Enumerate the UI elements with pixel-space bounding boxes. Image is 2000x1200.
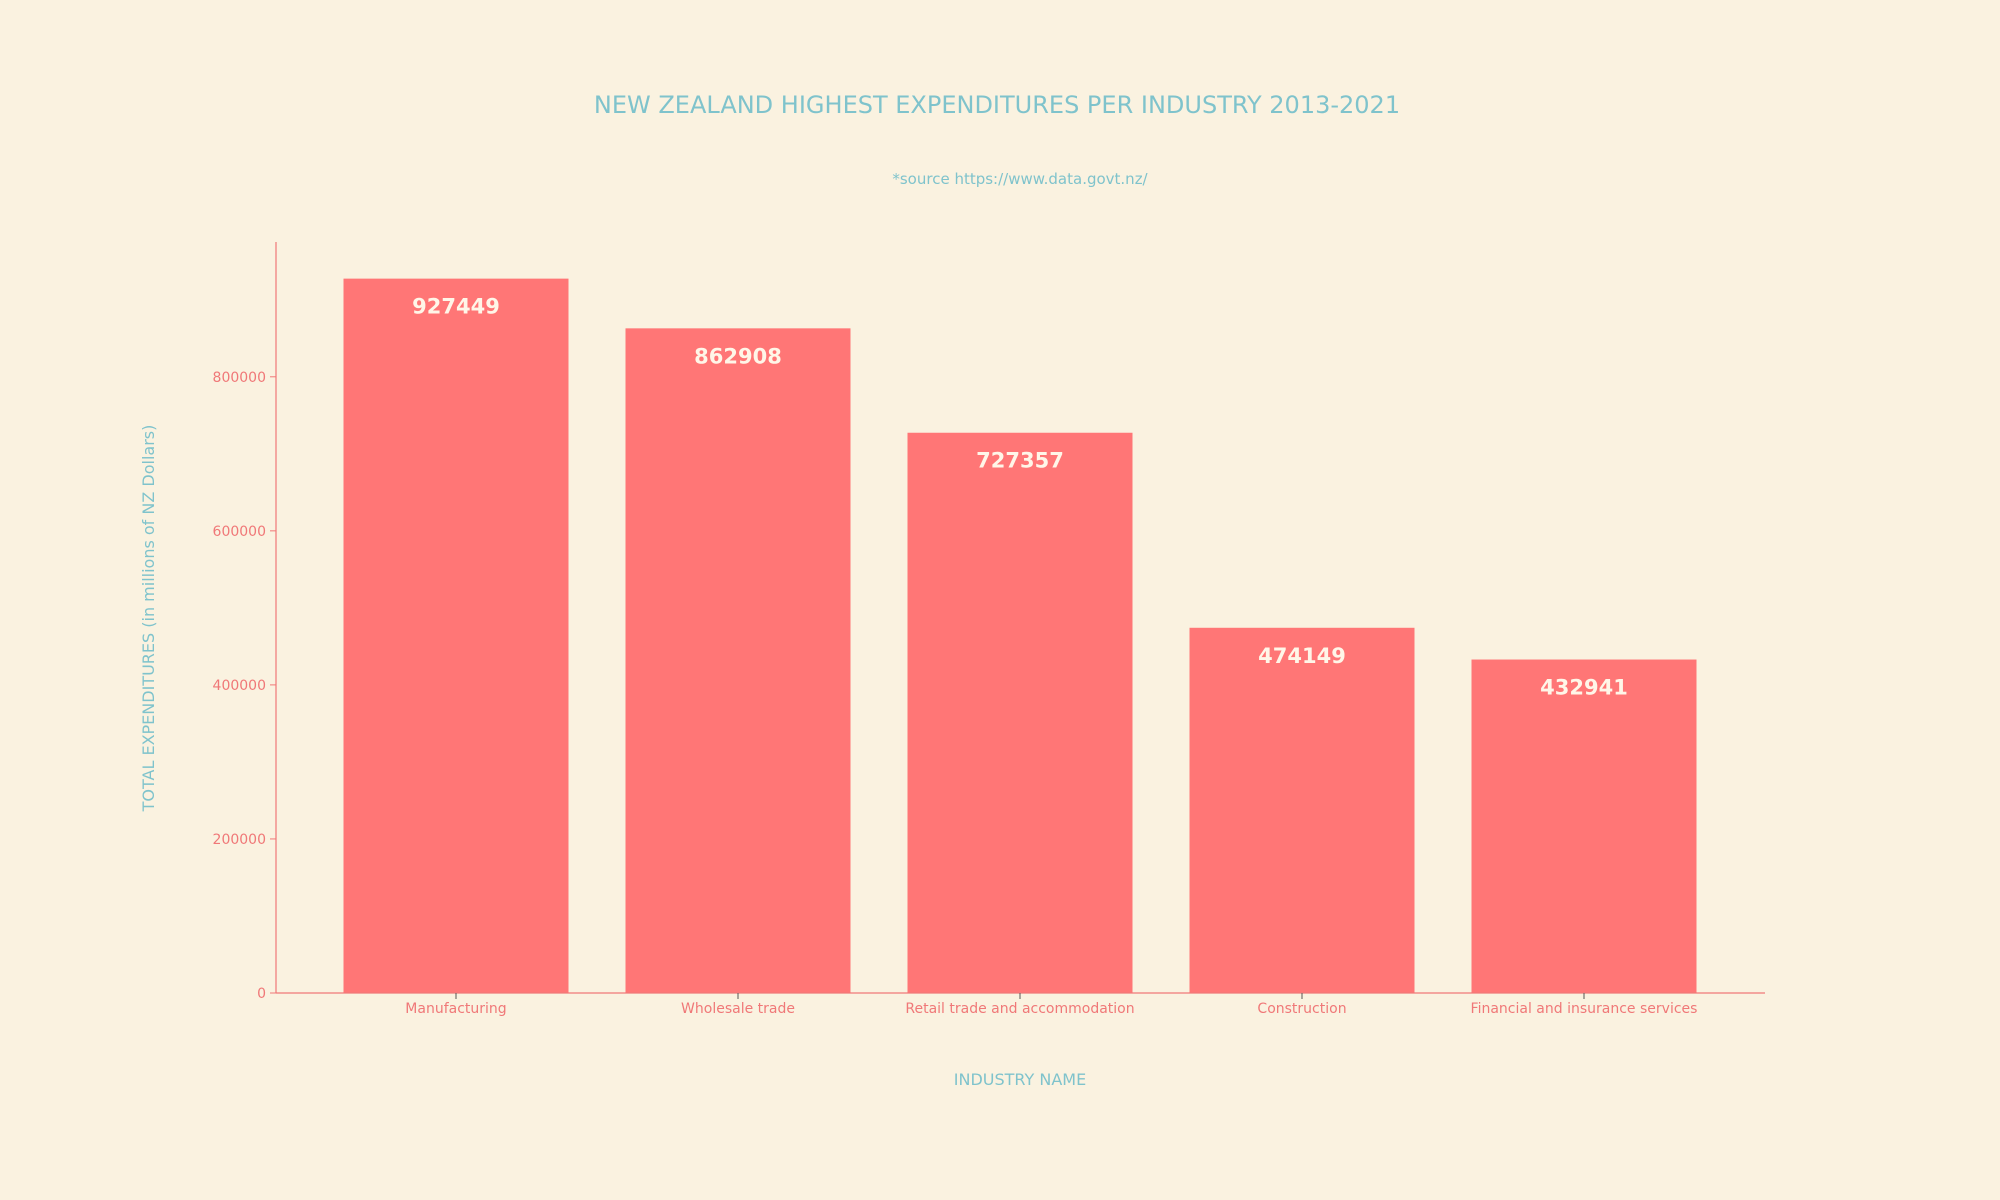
bar-0 xyxy=(343,278,569,993)
data-label-4: 432941 xyxy=(1540,676,1628,700)
y-tick-label-3: 600000 xyxy=(213,524,266,540)
x-tick-label-2: Retail trade and accommodation xyxy=(905,1001,1134,1017)
y-tick-label-1: 200000 xyxy=(213,832,266,848)
x-tick-label-1: Wholesale trade xyxy=(681,1001,795,1017)
y-axis-label: TOTAL EXPENDITURES (in millions of NZ Do… xyxy=(139,425,158,813)
y-ticks-layer: 0 200000 400000 600000 800000 xyxy=(213,370,276,1002)
y-tick-label-0: 0 xyxy=(257,986,266,1002)
x-ticks-layer: Manufacturing Wholesale trade Retail trade… xyxy=(405,993,1697,1017)
data-label-2: 727357 xyxy=(976,449,1064,473)
x-tick-label-4: Financial and insurance services xyxy=(1471,1001,1698,1017)
chart-title: NEW ZEALAND HIGHEST EXPENDITURES PER IND… xyxy=(594,91,1400,119)
data-label-3: 474149 xyxy=(1258,644,1346,668)
bar-3 xyxy=(1189,627,1415,993)
bar-1 xyxy=(625,328,851,993)
y-tick-label-4: 800000 xyxy=(213,370,266,386)
chart-subtitle: *source https://www.data.govt.nz/ xyxy=(892,170,1148,188)
x-tick-label-0: Manufacturing xyxy=(405,1001,506,1017)
data-labels-layer: 927449 862908 727357 474149 432941 xyxy=(412,295,1628,700)
data-label-0: 927449 xyxy=(412,295,500,319)
x-tick-label-3: Construction xyxy=(1257,1001,1346,1017)
data-label-1: 862908 xyxy=(694,344,782,368)
bar-4 xyxy=(1471,659,1697,993)
y-tick-label-2: 400000 xyxy=(213,678,266,694)
x-axis-label: INDUSTRY NAME xyxy=(954,1070,1086,1089)
bar-2 xyxy=(907,432,1133,993)
bars-layer xyxy=(343,278,1697,993)
